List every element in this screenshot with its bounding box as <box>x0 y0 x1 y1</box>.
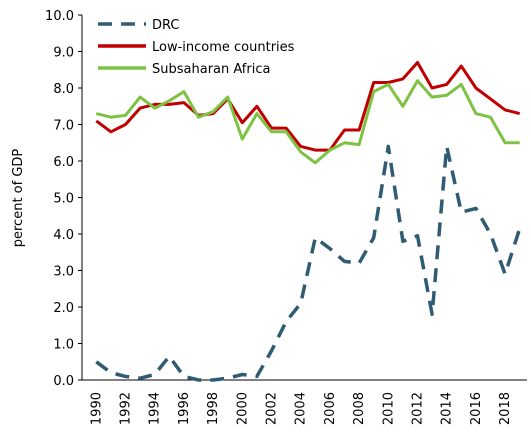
legend-label: DRC <box>152 18 179 33</box>
y-tick-label: 10.0 <box>45 9 74 24</box>
x-tick-label: 1998 <box>206 392 221 425</box>
x-tick-label: 1990 <box>89 392 104 425</box>
x-tick-label: 2012 <box>411 392 426 425</box>
x-tick-label: 2010 <box>381 392 396 425</box>
x-tick-label: 1992 <box>119 392 134 425</box>
x-tick-label: 2000 <box>235 392 250 425</box>
series-line <box>95 144 522 382</box>
y-tick-label: 7.0 <box>53 119 74 134</box>
y-tick-label: 3.0 <box>53 265 74 280</box>
x-tick-label: 2002 <box>265 392 280 425</box>
x-tick-label: 2006 <box>323 392 338 425</box>
x-tick-label: 2016 <box>469 392 484 425</box>
y-tick-label: 8.0 <box>53 82 74 97</box>
x-tick-label: 2014 <box>440 392 455 425</box>
x-tick-label: 1994 <box>148 392 163 425</box>
series-line <box>95 79 520 165</box>
y-tick-label: 2.0 <box>53 301 74 316</box>
y-tick-label: 9.0 <box>53 46 74 61</box>
y-tick-label: 1.0 <box>53 338 74 353</box>
x-tick-label: 2008 <box>352 392 367 425</box>
legend-label: Low-income countries <box>152 40 295 55</box>
y-tick-label: 5.0 <box>53 192 74 207</box>
x-tick-label: 2004 <box>294 392 309 425</box>
y-axis-label: percent of GDP <box>11 149 26 248</box>
legend-label: Subsaharan Africa <box>152 62 270 77</box>
x-tick-label: 1996 <box>177 392 192 425</box>
y-tick-label: 0.0 <box>53 374 74 389</box>
y-tick-label: 6.0 <box>53 155 74 170</box>
series-line <box>95 61 521 152</box>
x-tick-label: 2018 <box>498 392 513 425</box>
y-tick-label: 4.0 <box>53 228 74 243</box>
